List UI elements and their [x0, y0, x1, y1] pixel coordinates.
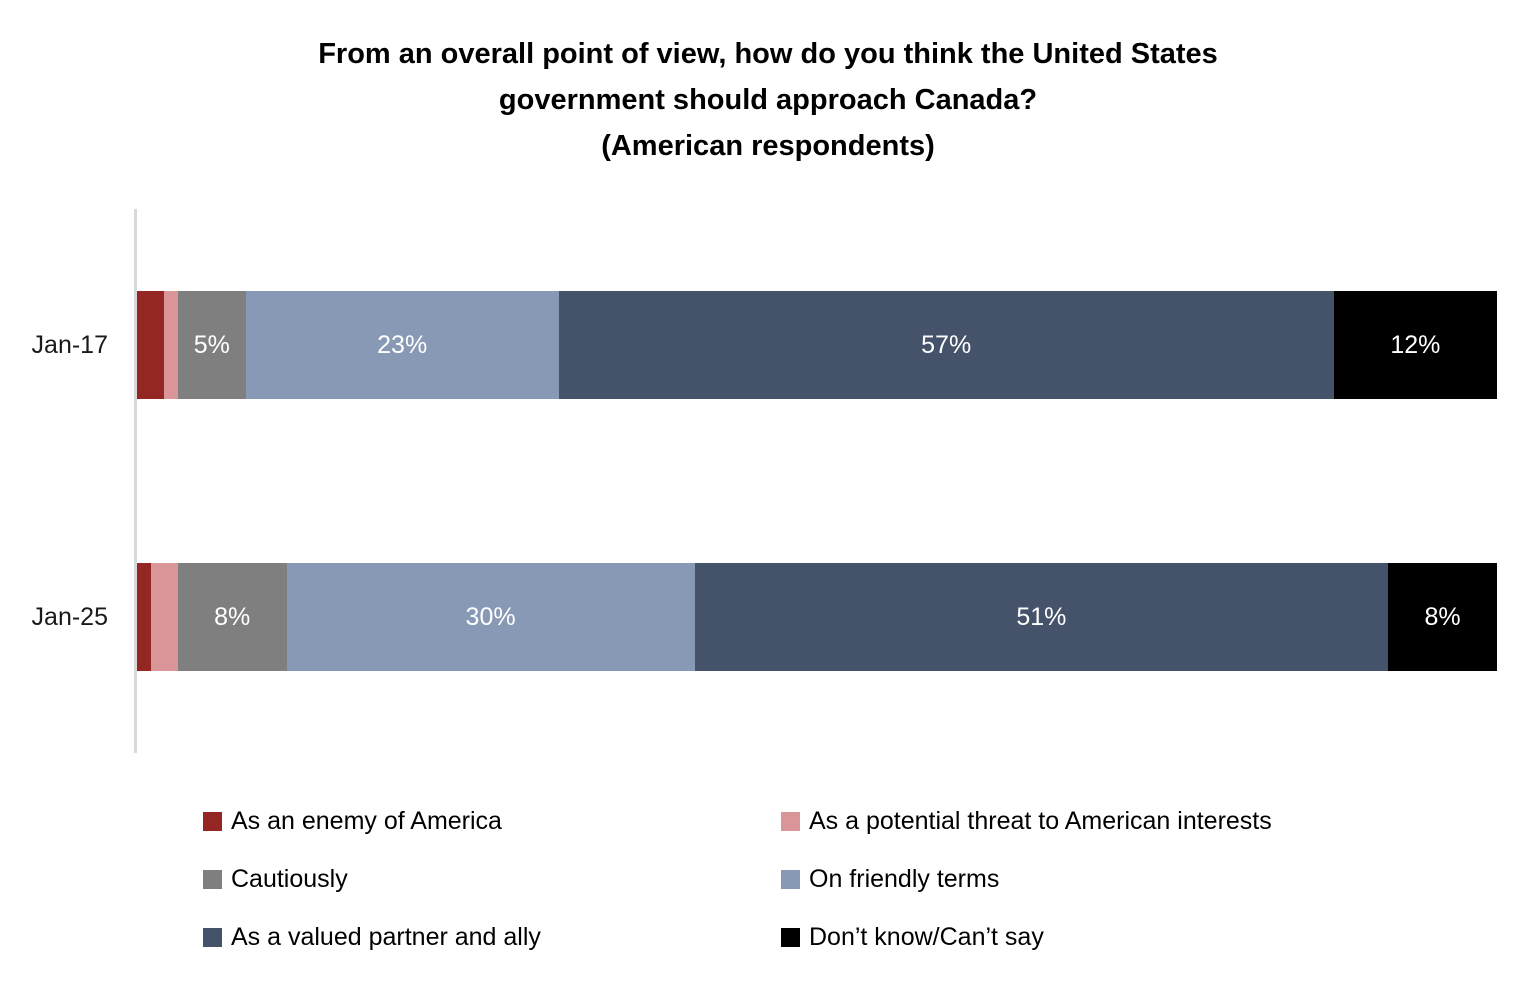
legend-swatch-icon — [781, 927, 800, 947]
legend-item: As a potential threat to American intere… — [781, 792, 1272, 850]
chart-title-line-2: government should approach Canada? — [498, 84, 1038, 116]
bar-segment — [150, 563, 178, 671]
legend-label: On friendly terms — [809, 864, 1000, 893]
bar-segment — [164, 291, 178, 399]
legend-label: As an enemy of America — [231, 806, 502, 835]
legend-label: Don’t know/Can’t say — [809, 922, 1044, 951]
legend-label: As a potential threat to American intere… — [809, 806, 1272, 835]
legend-label: As a valued partner and ally — [231, 922, 541, 951]
segment-value-label: 8% — [1424, 602, 1461, 631]
legend-item: As a valued partner and ally — [203, 908, 781, 966]
category-label: Jan-25 — [31, 602, 108, 631]
bar-segment: 12% — [1333, 291, 1497, 399]
segment-value-label: 23% — [377, 330, 428, 359]
segment-value-label: 51% — [1016, 602, 1067, 631]
stacked-bar: 5% 23% 57% 12% — [137, 291, 1497, 399]
legend-item: Cautiously — [203, 850, 781, 908]
legend-swatch-icon — [781, 811, 800, 831]
y-axis-line — [134, 209, 137, 753]
bar-segment: 8% — [177, 563, 287, 671]
stacked-bar: 8% 30% 51% 8% — [137, 563, 1497, 671]
category-band: Jan-17 5% 23% 57% 12% — [32, 209, 1497, 481]
bar-segment: 30% — [286, 563, 695, 671]
segment-value-label: 8% — [214, 602, 251, 631]
plot-area: Jan-17 5% 23% 57% 12% Jan-25 8% 30% 51% 8% — [32, 209, 1497, 753]
legend-swatch-icon — [203, 811, 222, 831]
bar-segment: 5% — [177, 291, 246, 399]
chart-title: From an overall point of view, how do yo… — [0, 31, 1536, 169]
segment-value-label: 30% — [465, 602, 516, 631]
segment-value-label: 12% — [1390, 330, 1441, 359]
legend-swatch-icon — [781, 869, 800, 889]
bar-segment: 23% — [245, 291, 559, 399]
bar-segment: 57% — [558, 291, 1334, 399]
legend-item: Don’t know/Can’t say — [781, 908, 1272, 966]
bar-segment: 51% — [694, 563, 1389, 671]
legend: As an enemy of America As a potential thr… — [203, 792, 1272, 966]
legend-item: On friendly terms — [781, 850, 1272, 908]
category-band: Jan-25 8% 30% 51% 8% — [32, 481, 1497, 753]
segment-value-label: 57% — [921, 330, 972, 359]
bar-segment — [137, 291, 165, 399]
bar-segment: 8% — [1388, 563, 1497, 671]
segment-value-label: 5% — [193, 330, 230, 359]
bar-segment — [137, 563, 151, 671]
legend-swatch-icon — [203, 869, 222, 889]
legend-item: As an enemy of America — [203, 792, 781, 850]
chart-title-line-3: (American respondents) — [601, 130, 935, 162]
legend-label: Cautiously — [231, 864, 348, 893]
category-label: Jan-17 — [31, 330, 108, 359]
legend-swatch-icon — [203, 927, 222, 947]
chart-title-line-1: From an overall point of view, how do yo… — [318, 38, 1218, 70]
